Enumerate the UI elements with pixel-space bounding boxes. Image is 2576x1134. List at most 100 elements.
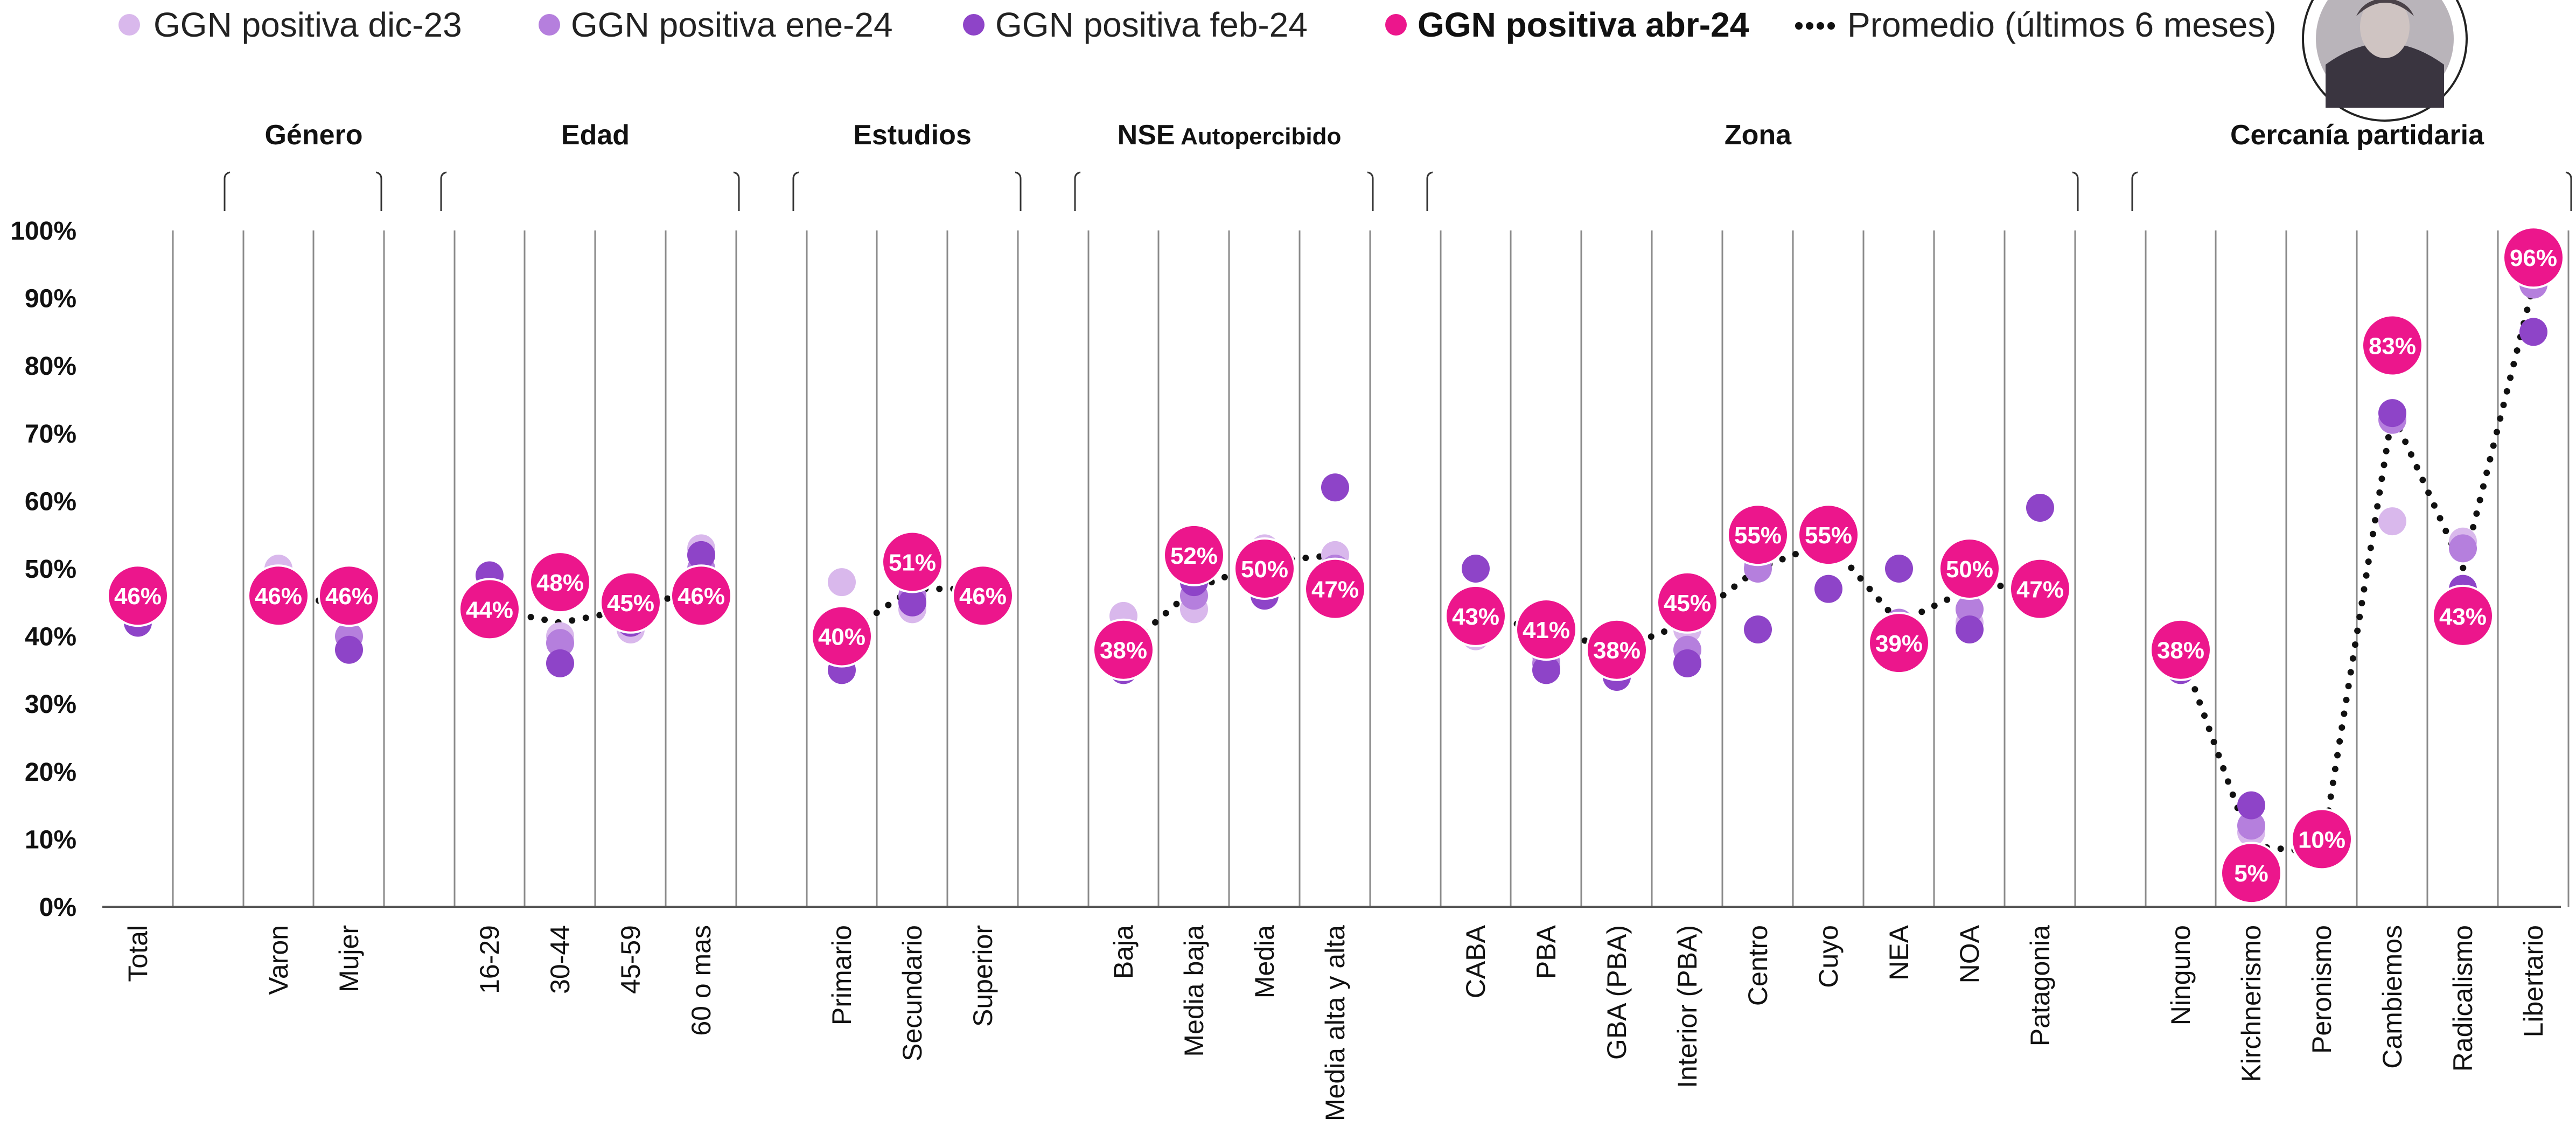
category-label-30-44: 30-44 [545, 925, 575, 994]
bubble-abr24-radicalismo [2432, 584, 2494, 647]
bubble-abr24-patagonia [2009, 557, 2071, 620]
category-column-lines [172, 230, 2570, 907]
point-feb24-noa [1956, 615, 1984, 644]
bubble-label-16-29: 44% [466, 597, 513, 623]
bubble-label-kirchnerismo: 5% [2234, 860, 2268, 887]
bubble-abr24-kirchnerismo [2220, 842, 2282, 905]
bubble-label-varon: 46% [255, 583, 302, 610]
group-subtitle: Autopercibido [1175, 123, 1342, 150]
legend-label-abr24: GGN positiva abr-24 [1418, 5, 1749, 44]
bubble-abr24-media [1233, 537, 1296, 600]
promedio-line [275, 281, 2537, 857]
point-dic23-cambiemos [2378, 507, 2406, 536]
bubble-label-caba: 43% [1452, 604, 1499, 630]
point-feb24-libertario [2519, 318, 2547, 346]
legend-label-dic23: GGN positiva dic-23 [153, 5, 462, 44]
group-bracket-edad [440, 171, 740, 211]
category-label-patagonia: Patagonia [2025, 925, 2055, 1046]
group-title-cercania-partidaria: Cercanía partidaria [2230, 120, 2484, 151]
point-feb24-mujer [335, 635, 363, 664]
point-feb24-30-44 [546, 649, 574, 677]
category-label-primario: Primario [827, 925, 857, 1025]
bubble-label-30-44: 48% [536, 570, 584, 596]
bubble-abr24-cuyo [1797, 503, 1860, 566]
legend-label-feb24: GGN positiva feb-24 [995, 5, 1308, 44]
group-header-zona: Zona [1426, 120, 2079, 211]
group-bracket-zona [1426, 171, 2079, 211]
category-label-60-o-mas: 60 o mas [686, 925, 716, 1036]
y-tick-label: 70% [25, 420, 76, 449]
category-label-baja: Baja [1108, 925, 1139, 979]
category-label-caba: CABA [1461, 925, 1491, 998]
bubble-abr24-60-o-mas [670, 564, 732, 627]
bubble-abr24-16-29 [458, 578, 521, 641]
category-label-16-29: 16-29 [474, 925, 505, 994]
bubble-label-noa: 50% [1946, 556, 1993, 583]
bubble-label-media: 50% [1241, 556, 1288, 583]
bubble-label-cuyo: 55% [1805, 522, 1852, 549]
category-label-nea: NEA [1884, 925, 1914, 980]
group-header-estudios: Estudios [792, 120, 1022, 211]
bubble-abr24-centro [1727, 503, 1789, 566]
legend-label-ene24: GGN positiva ene-24 [571, 5, 893, 44]
legend-dotted-line-marker [1817, 22, 1824, 30]
bubble-abr24-media-baja [1163, 523, 1225, 586]
y-tick-label: 50% [25, 555, 76, 584]
legend-marker-ene24 [539, 14, 560, 36]
point-feb24-nea [1885, 555, 1913, 583]
group-bracket-nse [1074, 171, 1374, 211]
legend-dotted-line-marker [1806, 22, 1813, 30]
point-feb24-secundario [898, 588, 926, 617]
bubble-abr24-45-59 [599, 571, 662, 634]
bubble-abr24-ninguno [2149, 618, 2212, 681]
point-feb24-kirchnerismo [2237, 791, 2265, 820]
bubble-abr24-baja [1092, 618, 1155, 681]
category-labels: Total Varon Mujer 16-29 30-44 45-59 60 o mas Pr… [123, 925, 2549, 1121]
category-label-interior-pba: Interior (PBA) [1672, 925, 1702, 1088]
point-feb24-pba [1532, 656, 1560, 684]
category-label-superior: Superior [968, 925, 998, 1027]
portrait-avatar-icon [2302, 0, 2468, 122]
category-label-secundario: Secundario [897, 925, 927, 1061]
category-label-centro: Centro [1743, 925, 1773, 1006]
bubble-abr24-cambiemos [2361, 314, 2424, 377]
category-label-gba-pba: GBA (PBA) [1602, 925, 1632, 1060]
group-title-estudios: Estudios [853, 120, 972, 151]
group-title-genero: Género [264, 120, 362, 151]
category-label-mujer: Mujer [334, 925, 364, 992]
category-label-media-baja: Media baja [1179, 925, 1209, 1057]
point-ene24-noa [1956, 595, 1984, 624]
group-headers: Género Edad Estudios NSE Autopercibido Zona C… [224, 120, 2572, 211]
group-header-cercania-partidaria: Cercanía partidaria [2131, 120, 2572, 211]
y-tick-label: 20% [25, 758, 76, 787]
group-title-zona: Zona [1725, 120, 1792, 151]
category-label-ninguno: Ninguno [2166, 925, 2196, 1025]
category-label-cambiemos: Cambiemos [2377, 925, 2407, 1069]
bubble-abr24-caba [1444, 584, 1507, 647]
legend-label-promedio: Promedio (últimos 6 meses) [1847, 5, 2277, 44]
category-label-kirchnerismo: Kirchnerismo [2236, 925, 2266, 1082]
y-tick-label: 60% [25, 487, 76, 516]
category-label-media-alta-y-alta: Media alta y alta [1320, 925, 1350, 1121]
category-label-noa: NOA [1954, 925, 1985, 983]
group-header-nse: NSE Autopercibido [1074, 120, 1374, 211]
point-ene24-30-44 [546, 629, 574, 657]
point-feb24-cambiemos [2378, 399, 2406, 428]
point-feb24-cuyo [1814, 575, 1842, 603]
y-tick-label: 0% [39, 893, 76, 922]
bubble-label-primario: 40% [818, 624, 865, 650]
category-label-cuyo: Cuyo [1813, 925, 1844, 988]
bubble-label-superior: 46% [959, 583, 1007, 610]
category-label-media: Media [1249, 925, 1280, 998]
bubble-label-45-59: 45% [607, 590, 654, 617]
bubble-label-total: 46% [114, 583, 162, 610]
bubble-label-cambiemos: 83% [2369, 333, 2416, 360]
bubble-abr24-pba [1515, 598, 1577, 661]
legend-item-ene24: GGN positiva ene-24 [539, 5, 893, 44]
category-label-radicalismo: Radicalismo [2448, 925, 2478, 1072]
legend: GGN positiva dic-23 GGN positiva ene-24 GG… [118, 5, 2277, 44]
promedio-line-edad [486, 585, 704, 626]
bubble-label-libertario: 96% [2510, 245, 2557, 271]
category-label-varon: Varon [263, 925, 294, 995]
y-tick-label: 40% [25, 623, 76, 652]
